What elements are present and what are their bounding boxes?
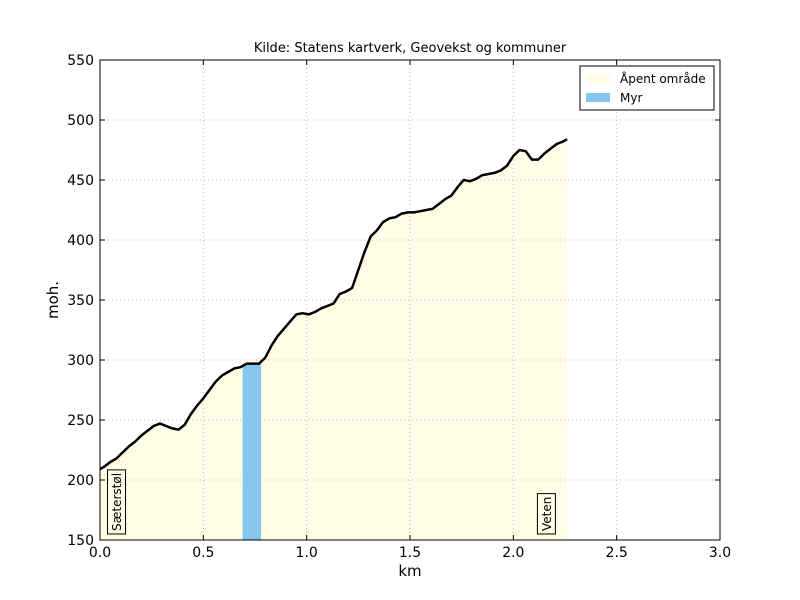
y-tick-label: 300 [67, 353, 94, 369]
y-tick-label: 350 [67, 293, 94, 309]
terrain-region [100, 366, 243, 540]
legend-label-open-area: Åpent område [620, 71, 706, 86]
y-tick-label: 550 [67, 53, 94, 69]
x-tick-label: 1.0 [296, 545, 318, 561]
annotation-label: Sæterstøl [110, 473, 124, 531]
y-tick-label: 250 [67, 413, 94, 429]
y-axis-ticks: 150 200 250 300 350 400 450 500 550 [67, 53, 720, 549]
terrain-region [242, 361, 262, 540]
chart-title: Kilde: Statens kartverk, Geovekst og kom… [254, 41, 567, 56]
legend-box [579, 65, 715, 111]
location-annotation: Veten [536, 493, 556, 535]
y-axis-label: moh. [44, 281, 62, 319]
x-axis-label: km [398, 562, 421, 580]
location-annotation: Sæterstøl [107, 469, 127, 535]
y-tick-label: 150 [67, 533, 94, 549]
y-tick-label: 400 [67, 233, 94, 249]
elevation-line-group [99, 138, 568, 471]
x-axis-ticks: 0.0 0.5 1.0 1.5 2.0 2.5 3.0 [89, 60, 731, 561]
x-tick-label: 0.5 [192, 545, 214, 561]
elevation-line [99, 138, 568, 471]
x-tick-label: 0.0 [89, 545, 111, 561]
annotation-box [107, 469, 127, 535]
legend-swatch-bog [586, 93, 610, 102]
x-tick-label: 1.5 [399, 545, 421, 561]
y-tick-label: 200 [67, 473, 94, 489]
legend: Åpent område Myr [579, 65, 715, 111]
legend-swatch-open-area [586, 74, 610, 83]
x-tick-label: 3.0 [709, 545, 731, 561]
y-tick-label: 500 [67, 113, 94, 129]
y-tick-label: 450 [67, 173, 94, 189]
annotation-label: Veten [540, 497, 554, 531]
x-tick-label: 2.5 [606, 545, 628, 561]
plot-area-fills [100, 139, 568, 540]
legend-label-bog: Myr [620, 91, 642, 105]
terrain-region [261, 139, 568, 540]
x-tick-label: 2.0 [502, 545, 524, 561]
location-annotations: Sæterstøl Veten [107, 469, 556, 535]
annotation-box [536, 493, 556, 535]
